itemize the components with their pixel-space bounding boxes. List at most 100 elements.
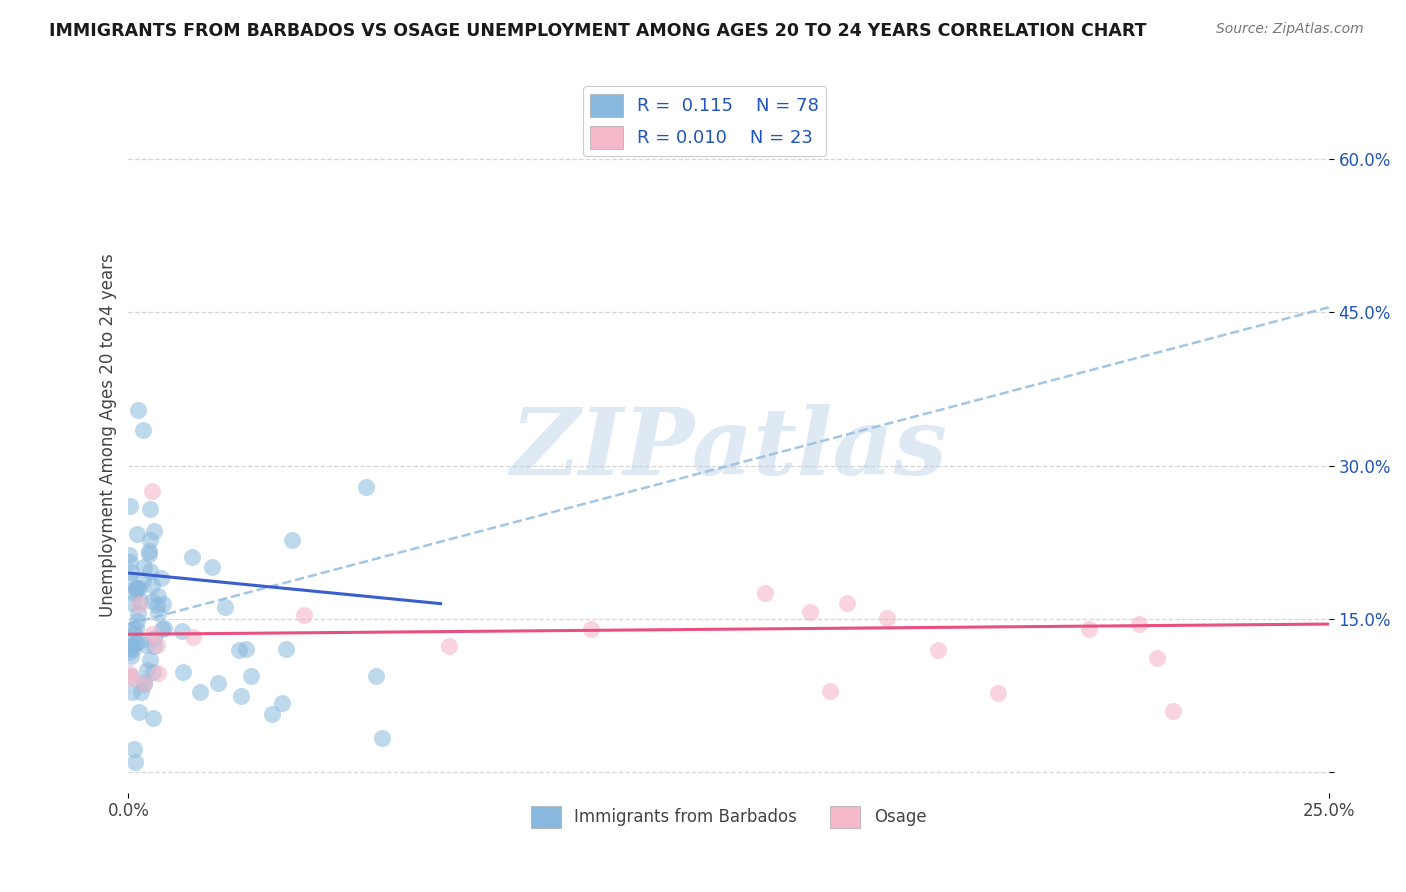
Point: [124, 627, 146, 641]
Point: [1146, 650, 1168, 665]
Point: [214, 600, 236, 615]
Point: [142, 665, 165, 679]
Text: Source: ZipAtlas.com: Source: ZipAtlas.com: [1216, 22, 1364, 37]
Point: [142, 640, 165, 654]
Point: [146, 598, 169, 612]
Point: [172, 665, 194, 680]
Point: [188, 685, 211, 699]
Point: [120, 669, 142, 683]
Point: [141, 627, 163, 641]
Point: [128, 594, 150, 608]
Point: [128, 581, 150, 595]
Point: [118, 555, 141, 569]
Point: [138, 544, 160, 558]
Point: [125, 636, 148, 650]
Point: [1077, 622, 1099, 636]
Point: [121, 641, 143, 656]
Point: [120, 671, 142, 685]
Point: [799, 605, 821, 619]
Point: [117, 573, 139, 587]
Point: [141, 484, 163, 499]
Point: [124, 586, 146, 600]
Point: [439, 639, 461, 653]
Point: [121, 638, 143, 652]
Point: [125, 581, 148, 595]
Point: [927, 642, 949, 657]
Point: [281, 533, 304, 547]
Point: [132, 674, 155, 689]
Point: [132, 677, 155, 691]
Point: [117, 549, 139, 563]
Point: [1161, 704, 1184, 718]
Point: [125, 621, 148, 635]
Point: [141, 577, 163, 591]
Point: [117, 665, 139, 680]
Text: IMMIGRANTS FROM BARBADOS VS OSAGE UNEMPLOYMENT AMONG AGES 20 TO 24 YEARS CORRELA: IMMIGRANTS FROM BARBADOS VS OSAGE UNEMPL…: [49, 22, 1147, 40]
Point: [235, 641, 257, 656]
Point: [142, 711, 165, 725]
Point: [152, 597, 174, 611]
Point: [118, 644, 141, 658]
Point: [135, 663, 157, 677]
Point: [120, 639, 142, 653]
Point: [125, 582, 148, 596]
Legend: Immigrants from Barbados, Osage: Immigrants from Barbados, Osage: [524, 799, 934, 834]
Point: [132, 573, 155, 587]
Point: [143, 524, 166, 538]
Point: [132, 560, 155, 574]
Y-axis label: Unemployment Among Ages 20 to 24 years: Unemployment Among Ages 20 to 24 years: [100, 253, 117, 617]
Point: [818, 684, 841, 698]
Point: [150, 571, 173, 585]
Point: [134, 676, 156, 690]
Point: [835, 596, 858, 610]
Point: [128, 634, 150, 648]
Point: [270, 696, 292, 710]
Point: [127, 606, 149, 620]
Point: [148, 589, 170, 603]
Point: [122, 622, 145, 636]
Point: [146, 607, 169, 621]
Point: [138, 653, 160, 667]
Point: [127, 402, 149, 417]
Point: [754, 586, 776, 600]
Point: [138, 547, 160, 561]
Point: [125, 581, 148, 595]
Point: [228, 643, 250, 657]
Point: [201, 560, 224, 574]
Point: [128, 705, 150, 719]
Point: [121, 596, 143, 610]
Point: [1128, 617, 1150, 632]
Point: [121, 685, 143, 699]
Point: [127, 615, 149, 629]
Point: [120, 565, 142, 579]
Point: [180, 549, 202, 564]
Point: [987, 686, 1010, 700]
Point: [117, 641, 139, 656]
Point: [579, 622, 602, 636]
Point: [354, 480, 377, 494]
Point: [139, 565, 162, 579]
Point: [260, 706, 283, 721]
Point: [170, 624, 193, 638]
Point: [153, 621, 176, 635]
Point: [129, 685, 152, 699]
Point: [183, 630, 205, 644]
Point: [142, 631, 165, 645]
Point: [145, 638, 167, 652]
Point: [120, 500, 142, 514]
Point: [274, 641, 297, 656]
Point: [139, 501, 162, 516]
Point: [139, 533, 162, 547]
Point: [122, 742, 145, 756]
Point: [150, 622, 173, 636]
Point: [146, 666, 169, 681]
Point: [135, 638, 157, 652]
Point: [124, 755, 146, 769]
Point: [292, 608, 315, 623]
Point: [231, 690, 253, 704]
Point: [876, 611, 898, 625]
Point: [207, 676, 229, 690]
Point: [127, 527, 149, 541]
Text: ZIPatlas: ZIPatlas: [510, 404, 948, 494]
Point: [240, 669, 263, 683]
